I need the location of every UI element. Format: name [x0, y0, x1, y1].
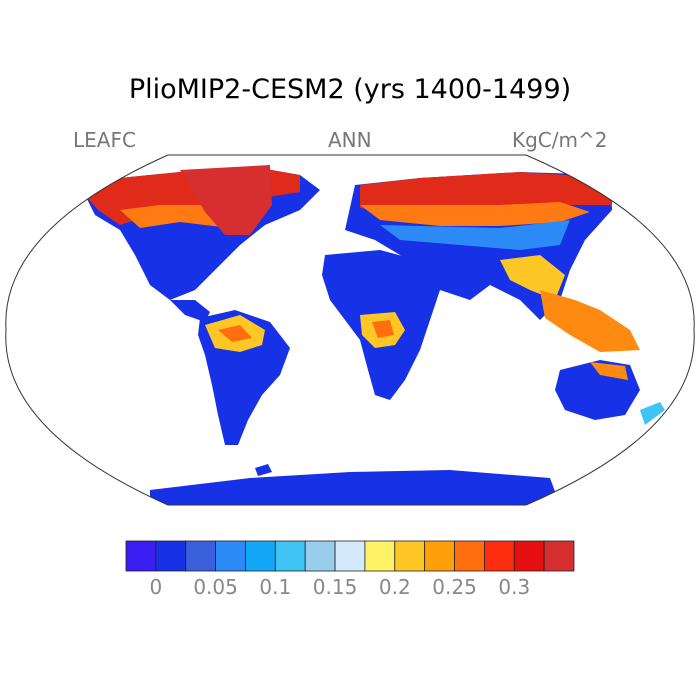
variable-label: LEAFC — [73, 128, 136, 152]
colorbar-tick-label: 0.2 — [378, 575, 411, 599]
new-zealand — [640, 402, 665, 425]
colorbar-tick-label: 0.25 — [432, 575, 477, 599]
colorbar-swatch — [364, 540, 396, 572]
amazon-orange — [218, 325, 252, 342]
colorbar-swatch — [454, 540, 485, 572]
season-label: ANN — [328, 128, 372, 152]
units-label: KgC/m^2 — [512, 128, 608, 152]
africa-congo-orange — [372, 320, 394, 338]
colorbar-tick-label: 0.3 — [498, 575, 531, 599]
colorbar-swatch — [215, 540, 246, 572]
colorbar-swatch — [125, 540, 157, 572]
colorbar-swatch — [513, 540, 545, 572]
central-america — [170, 300, 210, 322]
colorbar-swatch — [185, 540, 217, 572]
colorbar-swatch — [424, 540, 455, 572]
colorbar-swatch — [543, 540, 575, 572]
se-asia-orange — [540, 290, 640, 352]
colorbar-swatch — [304, 540, 336, 572]
colorbar-swatch — [334, 540, 366, 572]
colorbar-tick-label: 0.1 — [259, 575, 292, 599]
greenland — [180, 165, 272, 235]
antarctic-island — [255, 464, 272, 476]
colorbar-swatch — [245, 540, 276, 572]
page-title: PlioMIP2-CESM2 (yrs 1400-1499) — [128, 74, 572, 105]
colorbar-tick-label: 0.05 — [193, 575, 238, 599]
globe-outline — [5, 154, 695, 506]
eurasia-boreal-red — [360, 172, 612, 212]
colorbar-swatch — [155, 540, 187, 572]
australia-north — [590, 362, 628, 380]
colorbar-swatch — [274, 540, 306, 572]
eurasia-orange-band — [360, 202, 590, 226]
eurasia-mid-blue — [380, 220, 570, 250]
colorbar-tick-label: 0.15 — [312, 575, 358, 599]
colorbar-swatch — [394, 540, 426, 572]
antarctica — [150, 470, 560, 505]
colorbar-swatch — [483, 540, 515, 572]
colorbar-tick-label: 0 — [149, 575, 163, 599]
south-asia-yellow — [500, 255, 565, 300]
